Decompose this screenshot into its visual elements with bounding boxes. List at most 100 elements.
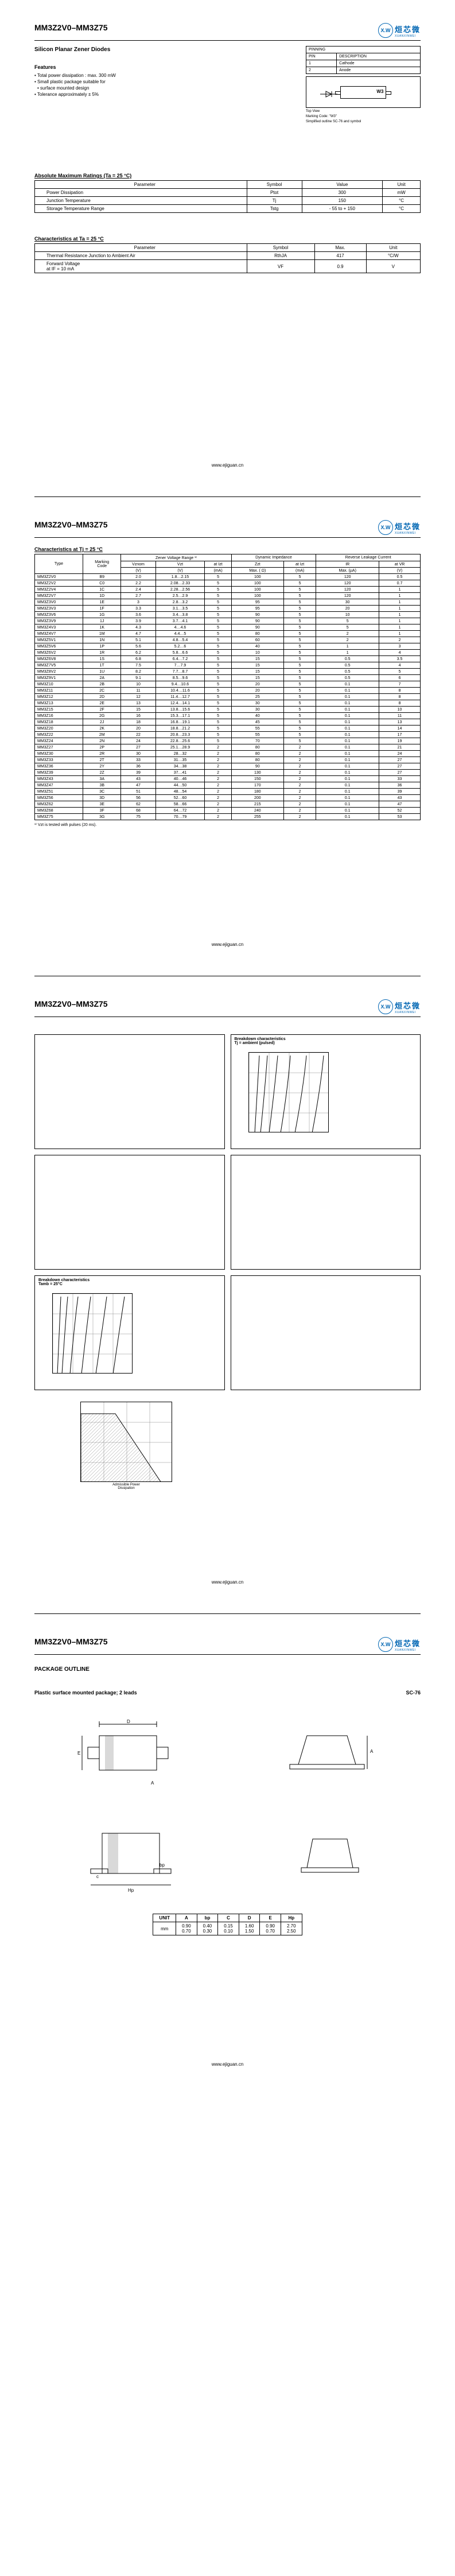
table-row: MM3Z332T3331…3528020.127 (35, 757, 421, 763)
table-row: MM3Z132E1312.4…14.153050.18 (35, 700, 421, 707)
graph-cell (34, 1155, 225, 1270)
table-row: MM3Z4V31K4.34…4.6590551 (35, 624, 421, 631)
pkg-diagrams: D E A A (34, 1718, 421, 1793)
table-row: MM3Z3V31F3.33.1…3.55955201 (35, 606, 421, 612)
graph-cell (231, 1275, 421, 1390)
pinning-diagram: W3 (306, 76, 421, 108)
table-row: MM3Z272P2725.1…28.928020.121 (35, 744, 421, 751)
pinning-heading: PINNING (306, 46, 421, 53)
table-row: MM3Z112C1110.4…11.652050.18 (35, 688, 421, 694)
pin-desc: Anode (337, 67, 421, 74)
svg-text:E: E (77, 1751, 80, 1756)
pkg-end-view-icon (278, 1816, 382, 1896)
table-row: MM3Z7V51T7.57…7.951550.54 (35, 662, 421, 669)
table-row: MM3Z513C5148…54218020.139 (35, 789, 421, 795)
pin-col: PIN (306, 53, 337, 60)
graph-cell (34, 1034, 225, 1149)
graph-title: Breakdown characteristics Tamb = 25°C (38, 1278, 90, 1286)
doc-title: MM3Z2V0–MM3Z75 (34, 520, 108, 529)
table-row: MM3Z2V0B92.01.8…2.15510051200.5 (35, 574, 421, 580)
table-row: Storage Temperature RangeTstg- 55 to + 1… (35, 205, 421, 213)
logo-en: XUANXINWEI (395, 34, 421, 38)
pin-col: DESCRIPTION (337, 53, 421, 60)
header: MM3Z2V0–MM3Z75 X.W 烜芯微XUANXINWEI (34, 1637, 421, 1652)
header: MM3Z2V0–MM3Z75 X.W 烜芯微 XUANXINWEI (34, 23, 421, 38)
graph-cell: Breakdown characteristics Tamb = 25°C (34, 1275, 225, 1390)
logo: X.W 烜芯微XUANXINWEI (378, 520, 421, 535)
table-row: Junction TemperatureTj150°C (35, 197, 421, 205)
table-row: MM3Z5V11N5.14.8…5.4560522 (35, 637, 421, 643)
table-row: Forward Voltage at IF = 10 mAVF0.9V (35, 260, 421, 273)
graph-grid: Breakdown characteristics Tj = ambient (… (34, 1034, 421, 1390)
table-row: MM3Z222M2220.8…23.355550.117 (35, 732, 421, 738)
table-row: MM3Z362Y3634…3829020.127 (35, 763, 421, 770)
amr-table: Parameter Symbol Value Unit Power Dissip… (34, 180, 421, 213)
table-row: MM3Z753G7570…79225520.153 (35, 814, 421, 820)
pin-num: 2 (306, 67, 337, 74)
logo-icon: X.W (378, 23, 393, 38)
pkg-side-view-icon: A (275, 1718, 379, 1793)
table-row: MM3Z3V61G3.63.4…3.85905101 (35, 612, 421, 618)
footer-url: www.ejiguan.cn (34, 942, 421, 964)
svg-text:c: c (96, 1874, 99, 1879)
char-table: Parameter Symbol Max. Unit Thermal Resis… (34, 243, 421, 273)
pkg-top-view-icon: D E A (76, 1718, 180, 1793)
maintbl-heading: Characteristics at Tj = 25 °C (34, 546, 421, 552)
page-3: MM3Z2V0–MM3Z75 X.W 烜芯微XUANXINWEI Breakdo… (0, 976, 455, 1613)
marking: W3 (376, 89, 383, 94)
table-row: MM3Z162G1615.3…17.154050.111 (35, 713, 421, 719)
table-row: MM3Z433A4340…46215020.133 (35, 776, 421, 782)
table-row: MM3Z122D1211.4…12.752550.18 (35, 694, 421, 700)
table-row: MM3Z6V81S6.86.4…7.251550.53.5 (35, 656, 421, 662)
table-row: MM3Z5V61P5.65.2…6540513 (35, 643, 421, 650)
rule (34, 40, 421, 41)
pin-desc: Cathode (337, 60, 421, 67)
pin-note: Top View (306, 110, 421, 113)
amr-heading: Absolute Maximum Ratings (Ta = 25 °C) (34, 173, 421, 179)
table-row: mm 0.90 0.70 0.40 0.30 0.15 0.10 1.60 1.… (153, 1922, 302, 1935)
doc-title: MM3Z2V0–MM3Z75 (34, 23, 108, 32)
table-row: MM3Z392Z3937…41213020.127 (35, 770, 421, 776)
pkg-code: SC-76 (406, 1690, 421, 1696)
pin-note: Marking Code: "W3" (306, 115, 421, 118)
table-row: MM3Z182J1816.8…19.154550.113 (35, 719, 421, 726)
table-row: MM3Z102B109.4…10.652050.17 (35, 681, 421, 688)
table-row: MM3Z302R3028…3228020.124 (35, 751, 421, 757)
header: MM3Z2V0–MM3Z75 X.W 烜芯微XUANXINWEI (34, 999, 421, 1014)
table-row: MM3Z683F6864…72224020.152 (35, 808, 421, 814)
pkg-dims-table: UNIT A bp C D E Hp mm 0.90 0.70 0.40 0.3… (153, 1914, 302, 1935)
table-row: MM3Z473B4744…50217020.136 (35, 782, 421, 789)
footnote: ¹⁾ Vzt is tested with pulses (20 ms). (34, 823, 421, 827)
pkg-front-view-icon: Hp bp c (73, 1816, 188, 1896)
graph-cell: Breakdown characteristics Tj = ambient (… (231, 1034, 421, 1149)
graph-title: Breakdown characteristics Tj = ambient (… (235, 1037, 286, 1045)
package-shape: W3 (340, 86, 386, 99)
pkg-sub: Plastic surface mounted package; 2 leads (34, 1690, 137, 1696)
table-row: Power DissipationPtot300mW (35, 189, 421, 197)
footer-url: www.ejiguan.cn (34, 1580, 421, 1602)
pin-num: 1 (306, 60, 337, 67)
characteristics-table: Type Marking Code Zener Voltage Range ¹⁾… (34, 554, 421, 820)
page-4: MM3Z2V0–MM3Z75 X.W 烜芯微XUANXINWEI PACKAGE… (0, 1614, 455, 2096)
pinning-table: PINNING PINDESCRIPTION 1Cathode 2Anode (306, 46, 421, 74)
table-row: MM3Z2V71D2.72.5…2.9510051201 (35, 593, 421, 599)
svg-text:Hp: Hp (128, 1888, 134, 1893)
svg-text:A: A (370, 1749, 374, 1754)
page-2: MM3Z2V0–MM3Z75 X.W 烜芯微XUANXINWEI Charact… (0, 497, 455, 976)
breakdown-chart-icon (248, 1052, 329, 1132)
table-row: MM3Z6V21R6.25.8…6.6510514 (35, 650, 421, 656)
table-row: Thermal Resistance Junction to Ambient A… (35, 252, 421, 260)
table-row: MM3Z4V71M4.74.4…5580521 (35, 631, 421, 637)
pkg-diagrams-2: Hp bp c (34, 1816, 421, 1896)
header: MM3Z2V0–MM3Z75 X.W 烜芯微XUANXINWEI (34, 520, 421, 535)
graph-title: Admissible Power Dissipation (80, 1483, 172, 1490)
table-row: MM3Z9V12A9.18.5…9.651550.56 (35, 675, 421, 681)
svg-text:bp: bp (160, 1863, 165, 1868)
page-1: MM3Z2V0–MM3Z75 X.W 烜芯微 XUANXINWEI Silico… (0, 0, 455, 496)
graph-cell (231, 1155, 421, 1270)
svg-text:A: A (151, 1780, 154, 1786)
pinning-box: PINNING PINDESCRIPTION 1Cathode 2Anode W… (306, 46, 421, 123)
svg-text:D: D (127, 1719, 130, 1724)
pin-note: Simplified outline SC-76 and symbol (306, 120, 421, 123)
char-heading: Characteristics at Ta = 25 °C (34, 236, 421, 242)
